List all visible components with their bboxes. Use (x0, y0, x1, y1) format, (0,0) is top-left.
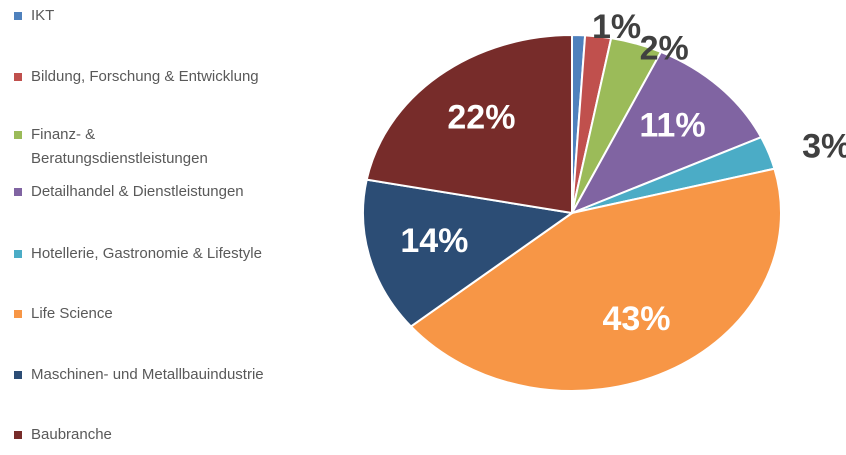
data-label: 11% (639, 106, 705, 144)
legend-label: Baubranche (31, 426, 112, 443)
legend-item: Hotellerie, Gastronomie & Lifestyle (14, 242, 264, 266)
data-label: 1% (592, 8, 641, 46)
legend-swatch (14, 371, 22, 379)
legend-item: Maschinen- und Metallbauindustrie (14, 363, 264, 387)
data-label: 2% (640, 29, 689, 67)
legend-swatch (14, 188, 22, 196)
legend-item: Life Science (14, 302, 264, 326)
legend-label: IKT (31, 7, 55, 24)
legend-item: Detailhandel & Dienstleistungen (14, 180, 264, 204)
legend-item: Finanz- & Beratungsdienstleistungen (14, 123, 264, 171)
legend-swatch (14, 431, 22, 439)
legend-item: Bildung, Forschung & Entwicklung (14, 65, 264, 89)
pie-slice (409, 167, 782, 392)
data-label: 43% (602, 300, 670, 338)
legend-swatch (14, 310, 22, 318)
pie-slice (362, 178, 575, 328)
legend-item: Baubranche (14, 423, 264, 447)
legend: IKT Bildung, Forschung & Entwicklung Finan… (0, 0, 300, 455)
legend-label: Maschinen- und Metallbauindustrie (31, 366, 264, 383)
legend-label: Life Science (31, 305, 113, 322)
pie-slice (569, 50, 763, 215)
data-label: 22% (447, 99, 515, 137)
legend-label: Hotellerie, Gastronomie & Lifestyle (31, 245, 262, 262)
legend-swatch (14, 131, 22, 139)
legend-label: Bildung, Forschung & Entwicklung (31, 68, 259, 85)
data-label: 3% (802, 128, 846, 166)
legend-swatch (14, 12, 22, 20)
legend-swatch (14, 250, 22, 258)
legend-label: Detailhandel & Dienstleistungen (31, 183, 244, 200)
legend-swatch (14, 73, 22, 81)
data-label: 14% (400, 222, 468, 260)
legend-item: IKT (14, 4, 264, 28)
pie-slice (365, 33, 573, 215)
legend-label: Finanz- & Beratungsdienstleistungen (31, 126, 208, 167)
